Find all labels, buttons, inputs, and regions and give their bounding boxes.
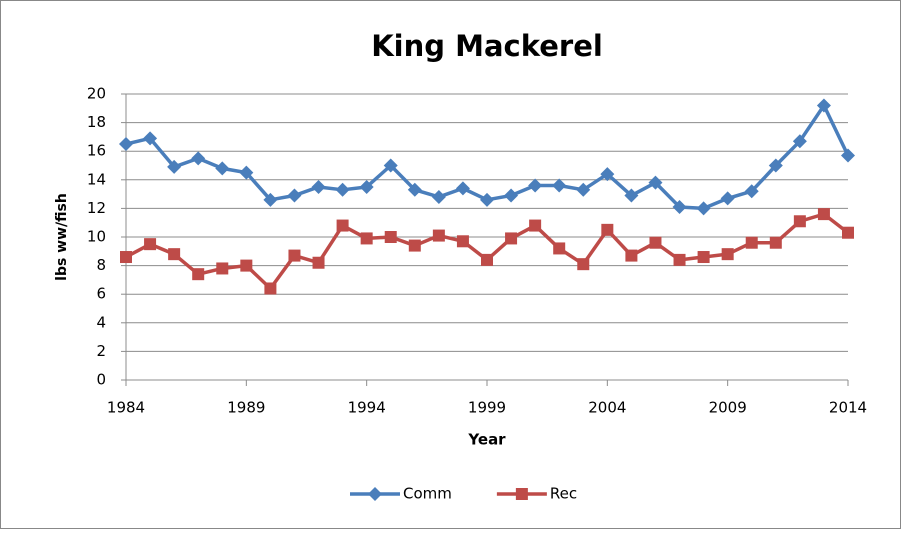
data-point (407, 182, 422, 197)
y-tick-label: 10 (87, 228, 106, 246)
data-point (143, 131, 158, 146)
y-tick-label: 2 (96, 342, 106, 360)
data-point (360, 232, 373, 245)
x-tick-label: 1994 (348, 399, 386, 417)
chart-title: King Mackerel (371, 29, 603, 63)
data-point (263, 192, 278, 207)
data-point (312, 256, 325, 269)
y-tick-label: 20 (87, 85, 106, 103)
data-point (192, 268, 205, 281)
data-point (816, 98, 831, 113)
data-point (383, 158, 398, 173)
data-point (625, 249, 638, 262)
y-tick-label: 6 (96, 285, 106, 303)
y-tick-label: 14 (87, 170, 106, 188)
data-point (167, 159, 182, 174)
data-point (553, 242, 566, 255)
data-point (649, 236, 662, 249)
data-point (744, 184, 759, 199)
data-point (528, 178, 543, 193)
data-point (842, 226, 854, 239)
data-point (240, 259, 253, 272)
data-point (168, 248, 181, 261)
data-point (144, 238, 157, 251)
data-point (432, 229, 445, 242)
data-point (576, 182, 591, 197)
data-point (264, 282, 277, 295)
x-tick-label: 1999 (468, 399, 506, 417)
x-tick-label: 1989 (227, 399, 265, 417)
data-point (359, 179, 374, 194)
x-tick-label: 2009 (709, 399, 747, 417)
legend-marker (515, 488, 528, 500)
y-axis-label: lbs ww/fish (54, 193, 70, 281)
x-axis-label: Year (467, 431, 506, 449)
data-point (769, 236, 782, 249)
data-point (216, 262, 229, 275)
data-point (600, 167, 615, 182)
data-point (191, 151, 206, 166)
data-point (335, 182, 350, 197)
data-point (841, 148, 855, 163)
data-point (697, 251, 710, 264)
x-tick-label: 1984 (107, 399, 145, 417)
data-point (552, 178, 567, 193)
data-point (745, 236, 758, 249)
data-point (239, 165, 254, 180)
data-point (119, 137, 133, 152)
legend-label: Comm (403, 485, 452, 503)
data-point (480, 192, 494, 207)
data-point (431, 189, 446, 204)
y-tick-label: 8 (96, 256, 106, 274)
data-point (624, 188, 639, 203)
data-point (768, 158, 783, 173)
data-point (120, 251, 132, 264)
y-tick-label: 12 (87, 199, 106, 217)
data-point (720, 191, 735, 206)
data-point (792, 134, 807, 149)
data-point (696, 201, 711, 216)
data-point (673, 253, 686, 266)
data-point (577, 258, 590, 271)
data-point (287, 188, 302, 203)
legend-marker (368, 487, 382, 501)
data-point (504, 188, 519, 203)
data-point (793, 215, 806, 228)
data-point (288, 249, 301, 262)
data-point (408, 239, 421, 252)
data-point (455, 181, 470, 196)
data-point (384, 231, 397, 243)
y-tick-label: 0 (96, 371, 106, 389)
data-point (215, 161, 230, 176)
data-point (311, 179, 326, 194)
data-point (336, 219, 349, 232)
legend-label: Rec (550, 485, 577, 503)
x-tick-label: 2004 (588, 399, 626, 417)
data-point (456, 235, 469, 248)
y-tick-label: 4 (96, 313, 106, 331)
data-point (505, 232, 518, 245)
x-tick-label: 2014 (829, 399, 867, 417)
data-point (648, 175, 663, 190)
y-tick-label: 18 (87, 113, 106, 131)
data-point (721, 248, 734, 261)
data-point (672, 199, 687, 214)
data-point (481, 253, 493, 266)
data-point (601, 223, 614, 236)
data-point (817, 208, 830, 221)
y-tick-label: 16 (87, 142, 106, 160)
data-point (529, 219, 542, 232)
